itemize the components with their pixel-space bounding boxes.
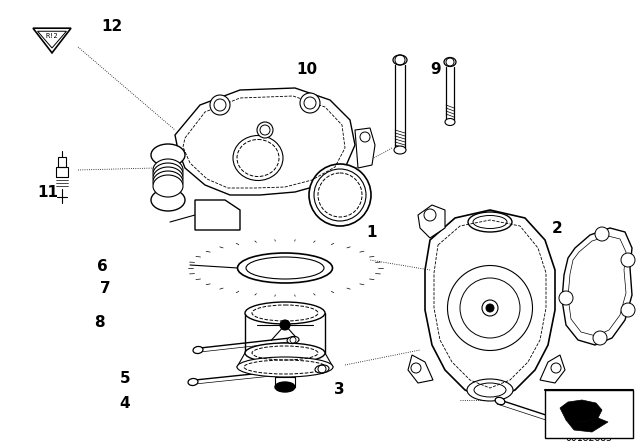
Ellipse shape	[275, 382, 295, 392]
Polygon shape	[418, 205, 445, 238]
Text: 8: 8	[94, 315, 104, 330]
Ellipse shape	[151, 144, 185, 166]
Ellipse shape	[445, 119, 455, 125]
Circle shape	[257, 122, 273, 138]
Polygon shape	[175, 88, 355, 195]
Ellipse shape	[245, 343, 325, 363]
Ellipse shape	[467, 379, 513, 401]
Ellipse shape	[153, 159, 183, 181]
Ellipse shape	[233, 135, 283, 181]
Polygon shape	[562, 228, 632, 345]
Ellipse shape	[309, 164, 371, 226]
Ellipse shape	[153, 163, 183, 185]
Ellipse shape	[153, 175, 183, 197]
Polygon shape	[408, 355, 433, 383]
Circle shape	[621, 303, 635, 317]
Ellipse shape	[151, 189, 185, 211]
Text: 11: 11	[38, 185, 58, 200]
Text: 00182685: 00182685	[566, 433, 612, 443]
Text: 5: 5	[120, 371, 130, 386]
Text: 9: 9	[430, 62, 440, 77]
Polygon shape	[560, 400, 602, 422]
Ellipse shape	[393, 55, 407, 65]
Circle shape	[482, 300, 498, 316]
Circle shape	[595, 227, 609, 241]
Circle shape	[593, 331, 607, 345]
Circle shape	[210, 95, 230, 115]
Text: 1: 1	[366, 225, 376, 241]
Polygon shape	[425, 210, 555, 400]
Polygon shape	[195, 200, 240, 230]
Bar	[545, 390, 633, 438]
Circle shape	[300, 93, 320, 113]
Ellipse shape	[245, 302, 325, 324]
Ellipse shape	[237, 253, 333, 283]
Ellipse shape	[444, 57, 456, 66]
Ellipse shape	[394, 146, 406, 154]
Ellipse shape	[468, 212, 512, 232]
Ellipse shape	[188, 379, 198, 386]
Ellipse shape	[495, 397, 505, 405]
Ellipse shape	[315, 365, 329, 373]
Text: 3: 3	[334, 382, 344, 397]
Circle shape	[559, 291, 573, 305]
Text: 12: 12	[101, 19, 123, 34]
Circle shape	[280, 320, 290, 330]
Ellipse shape	[447, 266, 532, 350]
Text: R!2: R!2	[45, 33, 58, 39]
Ellipse shape	[153, 171, 183, 193]
Ellipse shape	[237, 357, 333, 377]
Text: 2: 2	[552, 221, 562, 236]
Ellipse shape	[193, 346, 203, 353]
Ellipse shape	[153, 167, 183, 189]
Polygon shape	[355, 128, 375, 168]
Text: 10: 10	[296, 62, 318, 77]
Text: 6: 6	[97, 259, 108, 274]
Text: 7: 7	[100, 281, 111, 297]
Text: 4: 4	[120, 396, 130, 411]
Ellipse shape	[547, 416, 560, 424]
Circle shape	[621, 253, 635, 267]
Polygon shape	[566, 418, 608, 432]
Ellipse shape	[287, 336, 299, 344]
Circle shape	[486, 304, 494, 312]
Polygon shape	[540, 355, 565, 383]
